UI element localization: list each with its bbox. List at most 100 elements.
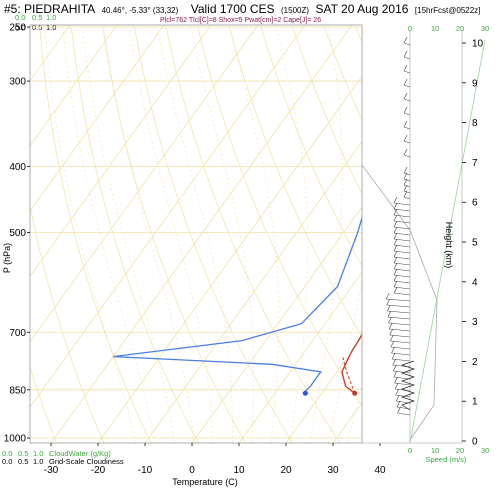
isotherm-label: 10 [419,171,433,185]
surface-temperature-marker [352,390,358,396]
wind-barb [403,112,411,116]
wind-barb-flag [393,250,398,258]
wind-barb-flag [393,220,398,228]
wind-barb-flag [403,78,408,86]
speed-tick-label: 10 [431,24,439,33]
svg-text:1.0: 1.0 [33,457,43,466]
isotherm-line [380,25,500,443]
wind-barb-flag [393,202,398,210]
pressure-tick-label: 850 [9,385,26,396]
height-tick-label: 8 [472,118,478,129]
moist-adiabat [189,25,255,443]
dry-adiabat [70,26,199,443]
dry-adiabat [419,27,500,453]
wind-barb-flag [403,120,408,128]
wind-barb [397,412,411,416]
cloudiness-label: Grid-Scale Cloudiness [49,457,124,466]
wind-barb-flag [385,292,390,300]
wind-barb [386,298,411,302]
wind-barb-flag [387,310,392,318]
temperature-axis: -30 -20 -10 0 10 20 30 40 [44,443,386,476]
speed-tick-label: 20 [456,24,464,33]
isotherm-label: 30 [417,305,431,319]
moist-adiabat [128,25,214,443]
wind-barb [403,196,411,200]
wind-barb [387,310,411,314]
wind-barb-flag [394,382,399,390]
dry-adiabat [30,203,105,443]
wind-barb-flag [390,334,394,342]
wind-barb-flag [403,190,408,198]
isotherm-line [30,25,118,147]
temperature-tick-label: -10 [138,465,153,476]
wind-barb-flag [393,232,398,240]
wind-barb [403,184,411,188]
wind-barb [396,400,411,404]
moist-adiabat [328,278,362,443]
dewpoint-profile-line [113,215,362,394]
wind-barb-flag [393,214,398,222]
terrain-outline [361,164,438,441]
wind-barb-flag [393,280,398,288]
station-title: #5: PIEDRAHITA 40.46°, -5.33° (33,32) Va… [4,0,480,17]
dry-adiabat [134,26,294,443]
svg-text:1.0: 1.0 [46,13,56,22]
moist-adiabat [308,25,343,443]
speed-tick-label: 20 [456,446,464,455]
wind-barb [403,126,411,130]
dry-adiabat [165,26,341,443]
temperature-profile-line [341,333,362,394]
wind-barb-flag [394,376,398,384]
isotherm-line [144,140,362,443]
wind-barb-flag [393,238,398,246]
isotherm-line [30,25,165,212]
cloudwater-label: CloudWater (g/Kg) [49,449,111,458]
height-tick-label: 3 [472,317,478,328]
pressure-tick-label: 250 [9,23,26,34]
height-tick-label: 2 [472,357,478,368]
svg-text:0.0: 0.0 [15,23,25,32]
isotherm-label: 20 [420,234,434,248]
wind-barbs [385,36,416,416]
moist-adiabat [44,25,137,443]
speed-tick-label: 30 [481,446,489,455]
wind-barb-flag [397,406,401,414]
temperature-tick-label: 0 [189,465,195,476]
speed-tick-label: 10 [431,446,439,455]
height-tick-label: 9 [472,78,478,89]
wind-barb-flag [396,394,400,402]
parcel-ascent-line [342,357,356,394]
dry-adiabat [355,26,362,44]
height-tick-label: 7 [472,158,478,169]
wind-barb-flag [403,166,408,174]
dry-adiabat [197,26,362,407]
wind-barb [393,292,411,296]
wind-barb-flag [393,226,398,234]
speed-axis-top: 0 10 20 30 [408,24,489,33]
height-tick-label: 10 [472,39,484,50]
height-tick-label: 1 [472,397,478,408]
cloud-top-scale: 0.0 0.5 1.0 0.0 0.5 1.0 [15,13,56,32]
wind-barb-flag [393,256,398,264]
wind-barb-flag [391,352,396,360]
wind-barb [403,42,411,46]
svg-text:0.5: 0.5 [32,23,42,32]
wind-barb [403,140,411,144]
temperature-tick-label: 10 [233,465,245,476]
wind-barb-flag [403,172,408,180]
temperature-tick-label: 30 [327,465,339,476]
wind-barb-flag [403,50,408,58]
wind-barb-flag [393,274,398,282]
moist-adiabat [81,25,175,443]
sounding-indices: Plcl=762 Tlcl[C]=8 Shox=5 Pwat[cm]=2 Cap… [160,17,321,24]
svg-text:0.5: 0.5 [18,457,28,466]
isotherm-line [97,75,362,443]
height-tick-label: 4 [472,277,478,288]
wind-barb-flag [403,178,408,186]
wind-barb-flag [403,36,408,44]
isotherm-line [427,25,500,443]
isotherm-line [30,25,212,278]
isotherm-line [191,206,362,443]
svg-text:0.0: 0.0 [2,449,12,458]
isotherm-line [30,25,306,408]
